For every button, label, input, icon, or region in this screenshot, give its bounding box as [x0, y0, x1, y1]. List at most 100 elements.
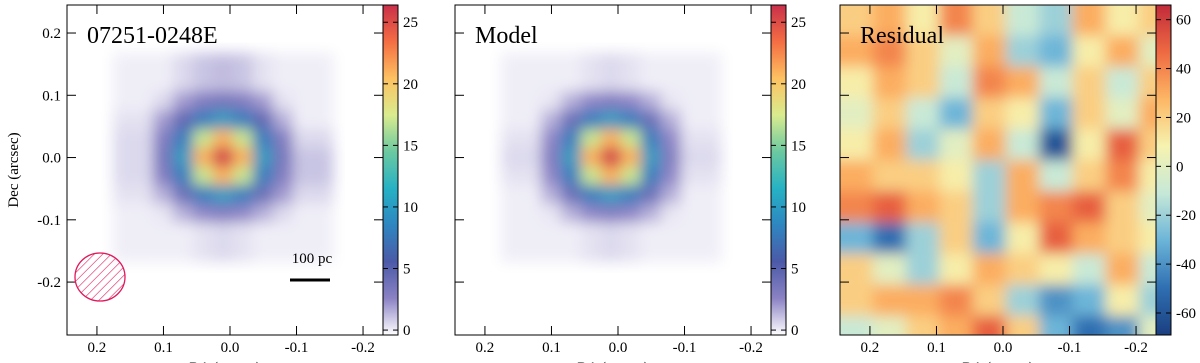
pixel	[232, 222, 254, 263]
pixel	[1138, 222, 1156, 255]
pixel	[1105, 284, 1140, 317]
pixel	[972, 66, 1007, 99]
pixel	[212, 166, 234, 187]
colorbar-tick-label: 0	[791, 323, 799, 339]
pixel	[172, 203, 194, 224]
colorbar-tick-label: 10	[791, 200, 806, 216]
pixel	[580, 166, 602, 187]
pixel	[292, 52, 334, 93]
pixel	[1138, 129, 1156, 162]
panel-title: 07251-0248E	[87, 23, 218, 49]
image-cells	[501, 52, 722, 263]
pixel	[252, 129, 274, 149]
pixel	[292, 222, 334, 263]
pixel	[212, 222, 234, 263]
pixel	[660, 147, 682, 168]
image-cells	[840, 5, 1156, 335]
panel-title: Model	[475, 23, 538, 49]
pixel	[580, 185, 602, 205]
pixel	[540, 185, 562, 205]
pixel	[501, 129, 542, 149]
pixel	[172, 222, 194, 263]
x-tick-label: 0.0	[994, 340, 1013, 356]
pixel	[600, 129, 622, 149]
pixel	[172, 129, 194, 149]
pixel	[252, 222, 274, 263]
pixel	[660, 52, 682, 93]
pixel	[560, 185, 582, 205]
pixel	[939, 129, 974, 162]
pixel	[540, 166, 562, 187]
pixel	[1105, 66, 1140, 99]
pixel	[560, 147, 582, 168]
pixel	[972, 191, 1007, 224]
pixel	[680, 185, 722, 205]
pixel	[192, 203, 214, 224]
pixel	[1039, 284, 1074, 317]
pixel	[972, 253, 1007, 286]
pixel	[939, 160, 974, 193]
pixel	[580, 129, 602, 149]
pixel	[640, 129, 662, 149]
pixel	[501, 147, 542, 168]
pixel	[939, 97, 974, 131]
pixel	[939, 315, 974, 335]
pixel	[1005, 160, 1041, 193]
pixel	[292, 203, 334, 224]
pixel	[1072, 253, 1107, 286]
pixel	[540, 91, 562, 112]
pixel	[272, 166, 294, 187]
pixel	[1072, 191, 1107, 224]
pixel	[113, 203, 154, 224]
pixel	[252, 203, 274, 224]
pixel	[232, 52, 254, 93]
pixel	[840, 284, 874, 317]
pixel	[1005, 5, 1041, 37]
pixel	[972, 315, 1007, 335]
pixel	[580, 203, 602, 224]
pixel	[172, 91, 194, 112]
pixel	[906, 222, 941, 255]
panel-title: Residual	[860, 23, 944, 49]
pixel	[292, 129, 334, 149]
pixel	[840, 5, 874, 37]
pixel	[620, 91, 642, 112]
pixel	[540, 203, 562, 224]
colorbar-tick-label: 25	[403, 15, 418, 31]
pixel	[939, 191, 974, 224]
pixel	[1105, 191, 1140, 224]
pixel	[580, 91, 602, 112]
pixel	[580, 147, 602, 168]
pixel	[1039, 253, 1074, 286]
colorbar	[770, 4, 787, 336]
y-tick-label: -0.2	[37, 275, 61, 291]
pixel	[1138, 315, 1156, 335]
pixel	[232, 91, 254, 112]
pixel	[192, 147, 214, 168]
pixel	[660, 129, 682, 149]
pixel	[212, 185, 234, 205]
pixel	[600, 52, 622, 93]
pixel	[640, 222, 662, 263]
pixel	[212, 91, 234, 112]
pixel	[113, 147, 154, 168]
pixel	[872, 97, 908, 131]
pixel	[252, 166, 274, 187]
pixel	[152, 91, 174, 112]
pixel	[580, 52, 602, 93]
pixel	[1072, 315, 1107, 335]
image-cells	[113, 52, 334, 263]
pixel	[1138, 66, 1156, 99]
pixel	[172, 166, 194, 187]
pixel	[192, 185, 214, 205]
x-tick-label: 0.2	[861, 340, 880, 356]
x-tick-label: 0.0	[221, 340, 240, 356]
x-tick-label: 0.2	[476, 340, 495, 356]
pixel	[192, 222, 214, 263]
pixel	[1005, 129, 1041, 162]
pixel	[872, 284, 908, 317]
image	[501, 52, 722, 263]
pixel	[660, 185, 682, 205]
pixel	[540, 129, 562, 149]
pixel	[660, 166, 682, 187]
